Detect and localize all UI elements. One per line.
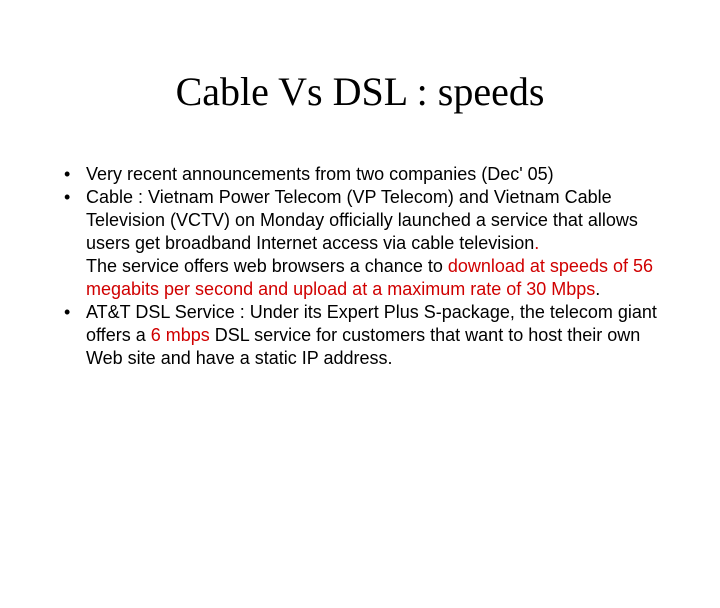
bullet-text: Very recent announcements from two compa… [86, 163, 662, 186]
slide: Cable Vs DSL : speeds Very recent announ… [0, 68, 720, 608]
bullet-paragraph: AT&T DSL Service : Under its Expert Plus… [86, 301, 662, 370]
bullet-list: Very recent announcements from two compa… [0, 163, 720, 370]
bullet-paragraph: The service offers web browsers a chance… [86, 255, 662, 301]
text-run-emphasis: 6 mbps [151, 325, 210, 345]
bullet-item: AT&T DSL Service : Under its Expert Plus… [58, 301, 662, 370]
text-run-emphasis: . [534, 233, 539, 253]
slide-title: Cable Vs DSL : speeds [0, 68, 720, 115]
text-run: . [595, 279, 600, 299]
bullet-item: Very recent announcements from two compa… [58, 163, 662, 186]
text-run: Cable : Vietnam Power Telecom (VP Teleco… [86, 187, 638, 253]
text-run: The service offers web browsers a chance… [86, 256, 448, 276]
bullet-paragraph: Cable : Vietnam Power Telecom (VP Teleco… [86, 186, 662, 255]
bullet-item: Cable : Vietnam Power Telecom (VP Teleco… [58, 186, 662, 301]
